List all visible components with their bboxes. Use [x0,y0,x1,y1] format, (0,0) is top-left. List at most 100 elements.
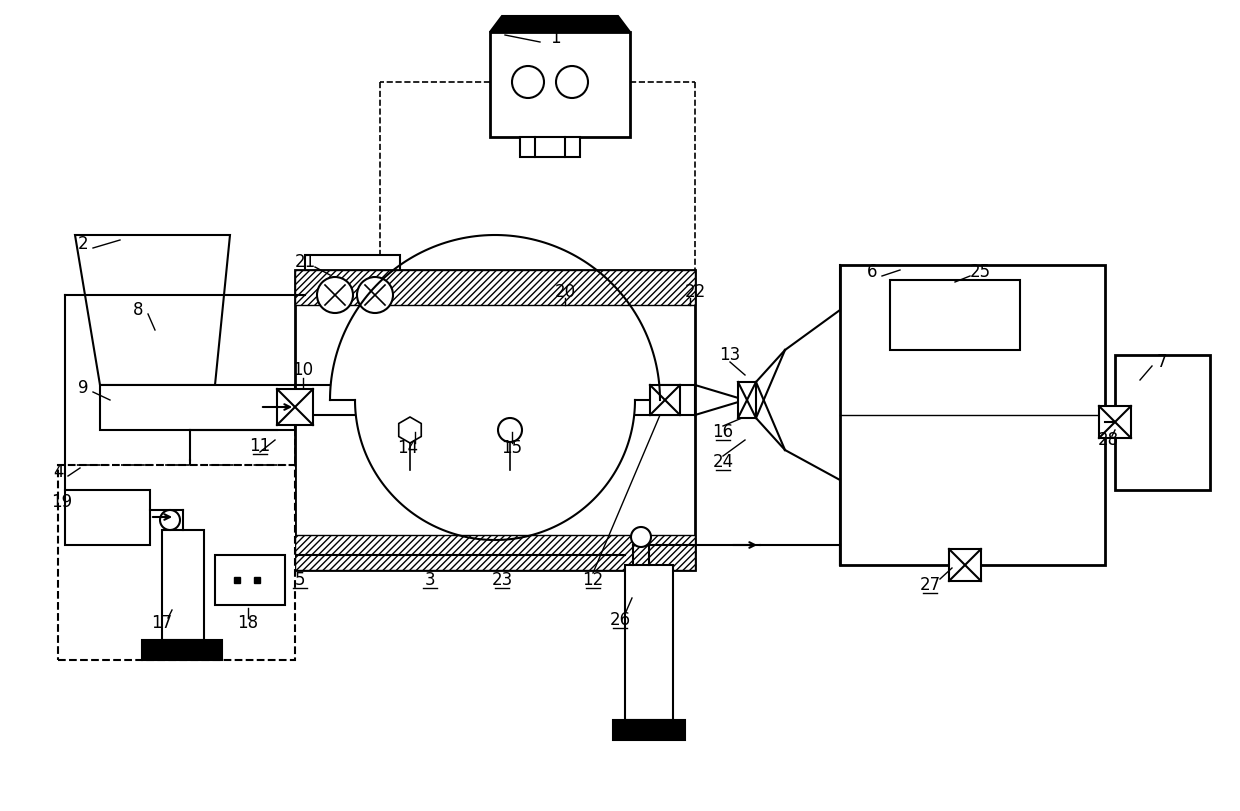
Point [112,412,131,425]
Point [976,449,996,462]
Point [198,307,218,320]
Point [105,345,125,358]
Point [129,354,149,367]
Point [864,530,884,543]
Point [133,323,153,336]
Point [187,367,207,380]
Point [188,277,208,290]
Text: 9: 9 [78,379,88,397]
Point [184,390,203,403]
Point [1024,525,1044,538]
Point [98,277,118,290]
Point [213,394,233,407]
Point [198,240,218,253]
Point [568,513,588,526]
Point [604,508,624,521]
Point [1063,448,1083,461]
Point [608,508,627,521]
Point [193,272,213,285]
Point [181,277,201,290]
Point [486,523,506,536]
Point [157,322,177,335]
Point [181,322,201,335]
Point [160,350,180,363]
Point [448,457,467,470]
Point [443,478,463,491]
Point [198,249,218,262]
Point [153,251,172,264]
Point [160,417,180,430]
Point [1085,491,1105,504]
Point [963,498,983,511]
Point [976,529,996,542]
Point [936,497,956,510]
Point [949,504,968,517]
Point [109,242,129,255]
Point [167,400,187,413]
Point [848,504,868,517]
Point [901,504,921,517]
Point [1025,441,1045,454]
Point [133,341,153,354]
Point [387,523,407,536]
Point [165,274,185,287]
Point [362,455,382,468]
Point [98,412,118,425]
Point [104,263,124,276]
Point [885,419,905,432]
Point [151,312,171,325]
Point [389,512,409,525]
Polygon shape [490,16,630,32]
Point [489,457,508,470]
Point [102,382,122,395]
Point [182,281,202,294]
Point [941,529,961,542]
Point [410,516,430,529]
Point [125,382,145,395]
Point [1050,478,1070,491]
Point [935,543,955,556]
Point [95,333,115,346]
Point [443,511,463,524]
Point [119,279,139,292]
Point [1021,445,1040,458]
Point [95,256,115,269]
Point [149,271,169,284]
Point [858,465,878,478]
Point [1040,513,1060,526]
Point [459,481,479,494]
Point [102,418,122,431]
Point [377,463,397,476]
Point [567,461,587,474]
Point [197,301,217,314]
Point [165,283,185,296]
Point [620,491,640,504]
Point [525,506,544,519]
Point [885,532,905,545]
Point [464,483,484,496]
Point [436,486,456,499]
Point [525,466,544,479]
Point [1040,528,1060,541]
Point [987,424,1007,437]
Point [177,290,197,303]
Point [924,547,944,560]
Point [578,457,598,470]
Point [159,242,179,255]
Point [182,384,202,397]
Point [1074,453,1094,466]
Point [949,466,968,479]
Point [616,463,636,476]
Point [520,503,539,516]
Point [598,497,618,510]
Point [986,508,1006,521]
Point [1056,491,1076,504]
Point [427,513,446,526]
Point [102,240,122,253]
Point [923,529,942,542]
Point [190,356,210,369]
Point [567,513,587,526]
Point [930,476,950,489]
Point [122,308,141,321]
Point [903,546,923,559]
